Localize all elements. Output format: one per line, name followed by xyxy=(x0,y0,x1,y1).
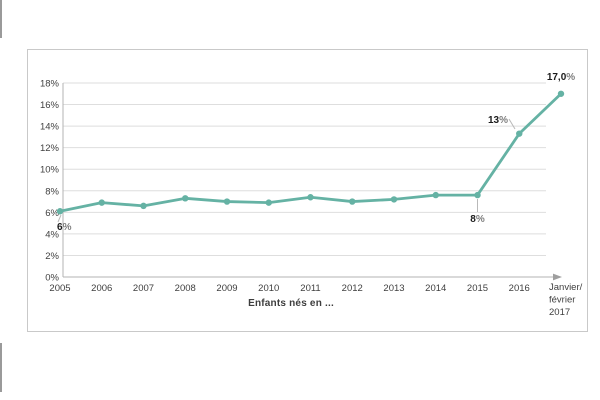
x-tick-label: 2012 xyxy=(342,283,363,294)
y-tick-label: 4% xyxy=(45,229,59,240)
x-tick-label: 2016 xyxy=(509,283,530,294)
data-label: 6% xyxy=(57,222,72,233)
y-tick-label: 0% xyxy=(45,273,59,284)
line-chart-svg: 0%2%4%6%8%10%12%14%16%18%2005 2006 2007 200… xyxy=(40,72,583,318)
x-tick-label: 2005 xyxy=(49,283,70,294)
x-tick-label: 2015 xyxy=(467,283,488,294)
y-tick-label: 16% xyxy=(40,100,60,111)
y-tick-label: 18% xyxy=(40,79,60,90)
data-point-marker xyxy=(307,194,314,201)
y-tick-label: 2% xyxy=(45,251,59,262)
data-point-marker xyxy=(516,130,523,137)
data-point-marker xyxy=(56,208,64,215)
y-tick-label: 10% xyxy=(40,165,60,176)
screen-edge-artifact-top xyxy=(0,0,2,38)
x-tick-label-multiline: Janvier/février 2017 xyxy=(549,282,583,318)
data-label: 13% xyxy=(488,115,508,126)
y-tick-label: 12% xyxy=(40,143,60,154)
x-tick-label: 2011 xyxy=(300,283,320,294)
x-tick-label: 2009 xyxy=(216,283,237,294)
x-tick-label: 2007 xyxy=(133,283,154,294)
x-axis-arrow-icon xyxy=(553,273,562,281)
data-label: 17,0% xyxy=(547,72,575,83)
chart-panel: 0% 2% 4% 6% 8% 10% 12% 14% 16% 18% 2005 2006 2007 200… xyxy=(27,49,588,332)
data-point-marker xyxy=(557,90,565,97)
y-tick-label: 14% xyxy=(40,122,60,133)
data-point-marker xyxy=(265,199,272,206)
y-tick-label: 8% xyxy=(45,186,59,197)
data-line xyxy=(58,92,563,213)
x-tick-label: 2013 xyxy=(383,283,404,294)
x-tick-label: 2014 xyxy=(425,283,446,294)
screen-edge-artifact-bottom xyxy=(0,343,2,392)
annotation-leader-line xyxy=(508,118,516,130)
data-point-marker xyxy=(432,191,439,199)
y-tick-label: 6% xyxy=(45,208,59,219)
x-tick-label: 2008 xyxy=(175,283,196,294)
x-tick-label: 2006 xyxy=(91,283,112,294)
data-point-marker xyxy=(140,202,147,210)
data-point-marker xyxy=(223,198,231,205)
annotation-leader-line xyxy=(57,214,62,223)
x-axis-title: Enfants nés en ... xyxy=(248,298,334,309)
data-point-marker xyxy=(474,191,481,199)
data-label: 8% xyxy=(470,214,485,225)
data-point-marker xyxy=(98,199,105,206)
x-tick-label: 2010 xyxy=(258,283,279,294)
data-point-marker xyxy=(182,195,189,202)
data-point-marker xyxy=(349,198,356,205)
data-point-marker xyxy=(390,196,398,203)
